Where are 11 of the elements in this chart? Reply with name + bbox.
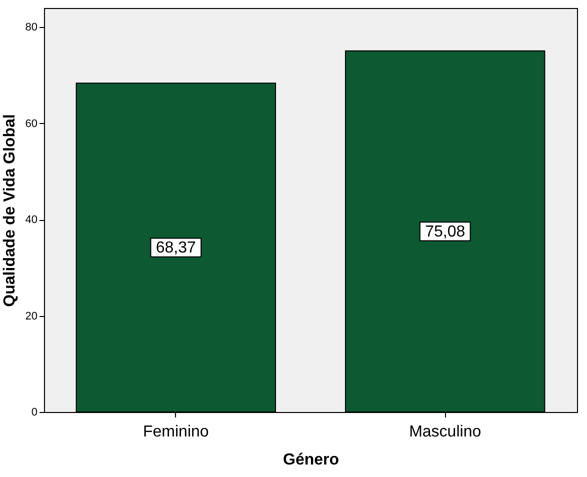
y-tick-label: 60 bbox=[25, 118, 38, 130]
x-tick-label: Masculino bbox=[409, 424, 482, 440]
y-axis-title: Qualidade de Vida Global bbox=[1, 114, 18, 307]
y-tick-label: 80 bbox=[25, 22, 38, 34]
y-tick-label: 40 bbox=[25, 214, 38, 226]
x-tick-label: Feminino bbox=[143, 424, 209, 440]
x-axis-title: Género bbox=[282, 452, 340, 468]
data-label: 68,37 bbox=[156, 240, 196, 257]
y-tick-label: 0 bbox=[31, 406, 38, 418]
y-tick-label: 20 bbox=[25, 310, 38, 322]
data-label: 75,08 bbox=[425, 223, 466, 240]
